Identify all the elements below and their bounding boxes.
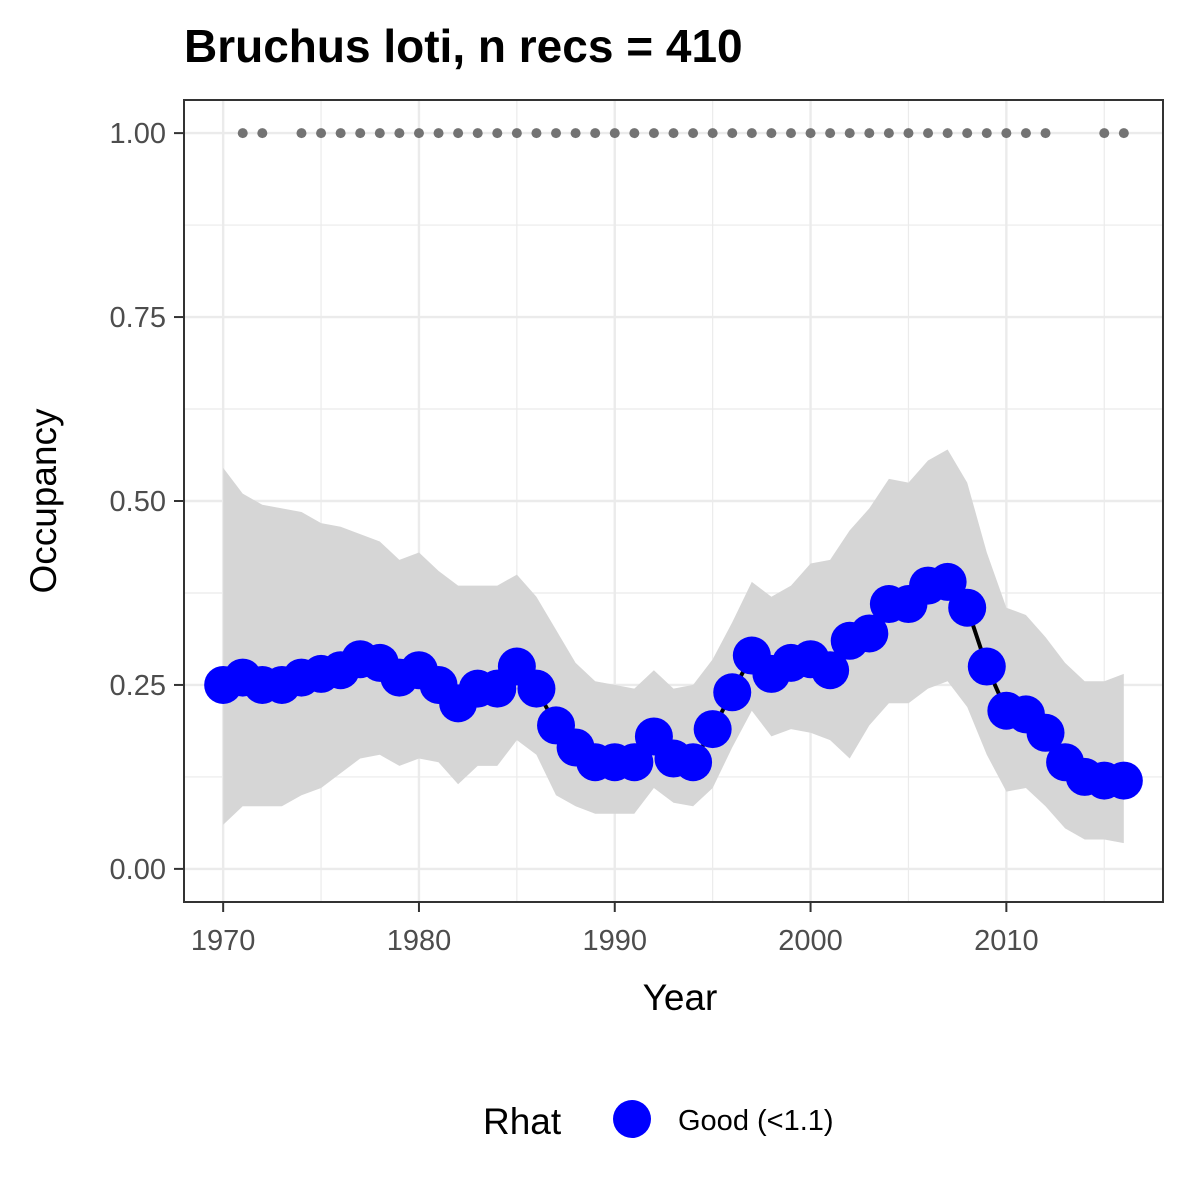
occupancy-point [811,651,850,690]
record-dot [844,128,855,139]
record-dot [335,128,346,139]
record-dot [531,128,542,139]
record-dot [257,128,268,139]
occupancy-point [1026,713,1065,752]
record-dot [766,128,777,139]
y-tick-label: 0.00 [110,854,166,886]
x-tick-label: 2010 [974,925,1039,957]
record-dot [648,128,659,139]
occupancy-point [1104,761,1143,800]
credible-interval-ribbon [223,449,1124,844]
record-dot [492,128,503,139]
occupancy-point [967,647,1006,686]
occupancy-points [204,562,1143,800]
y-tick-label: 0.50 [110,486,166,518]
record-dot [511,128,522,139]
record-dot [707,128,718,139]
chart-title: Bruchus loti, n recs = 410 [184,20,743,72]
record-dot [355,128,366,139]
record-dot [1099,128,1110,139]
record-dot [942,128,953,139]
y-tick-label: 0.25 [110,670,166,702]
x-tick-label: 2000 [778,925,843,957]
y-tick-label: 1.00 [110,118,166,150]
record-dot [453,128,464,139]
y-axis-title: Occupancy [23,408,64,594]
occupancy-point [948,588,987,627]
occupancy-point [517,669,556,708]
record-dot [668,128,679,139]
record-dot [688,128,699,139]
record-dot [805,128,816,139]
record-dot [727,128,738,139]
record-dot [413,128,424,139]
record-dot [472,128,483,139]
record-dot [609,128,620,139]
x-tick-label: 1980 [387,925,452,957]
occupancy-point [674,743,713,782]
occupancy-point [693,710,732,749]
x-axis-title: Year [643,977,718,1018]
record-dot [629,128,640,139]
x-tick-label: 1990 [583,925,648,957]
record-dot [785,128,796,139]
occupancy-point [850,614,889,653]
record-dot [1020,128,1031,139]
legend: Rhat Good (<1.1) [483,1100,834,1142]
y-axis: 0.00 0.25 0.50 0.75 1.00 [110,118,184,886]
y-tick-label: 0.75 [110,302,166,334]
record-dot [316,128,327,139]
record-dot [864,128,875,139]
legend-title: Rhat [483,1101,562,1142]
legend-key-good [613,1100,651,1138]
record-dot [1040,128,1051,139]
legend-label-good: Good (<1.1) [678,1105,834,1137]
record-dot [394,128,405,139]
record-dots [237,128,1129,139]
record-dot [883,128,894,139]
record-dot [1118,128,1129,139]
record-dot [981,128,992,139]
record-dot [570,128,581,139]
occupancy-point [615,743,654,782]
x-tick-label: 1970 [191,925,256,957]
record-dot [296,128,307,139]
record-dot [374,128,385,139]
x-axis: 1970 1980 1990 2000 2010 [191,902,1039,957]
record-dot [962,128,973,139]
record-dot [551,128,562,139]
record-dot [825,128,836,139]
record-dot [590,128,601,139]
record-dot [1001,128,1012,139]
occupancy-point [713,673,752,712]
record-dot [923,128,934,139]
record-dot [433,128,444,139]
occupancy-point [928,562,967,601]
record-dot [237,128,248,139]
record-dot [903,128,914,139]
record-dot [746,128,757,139]
